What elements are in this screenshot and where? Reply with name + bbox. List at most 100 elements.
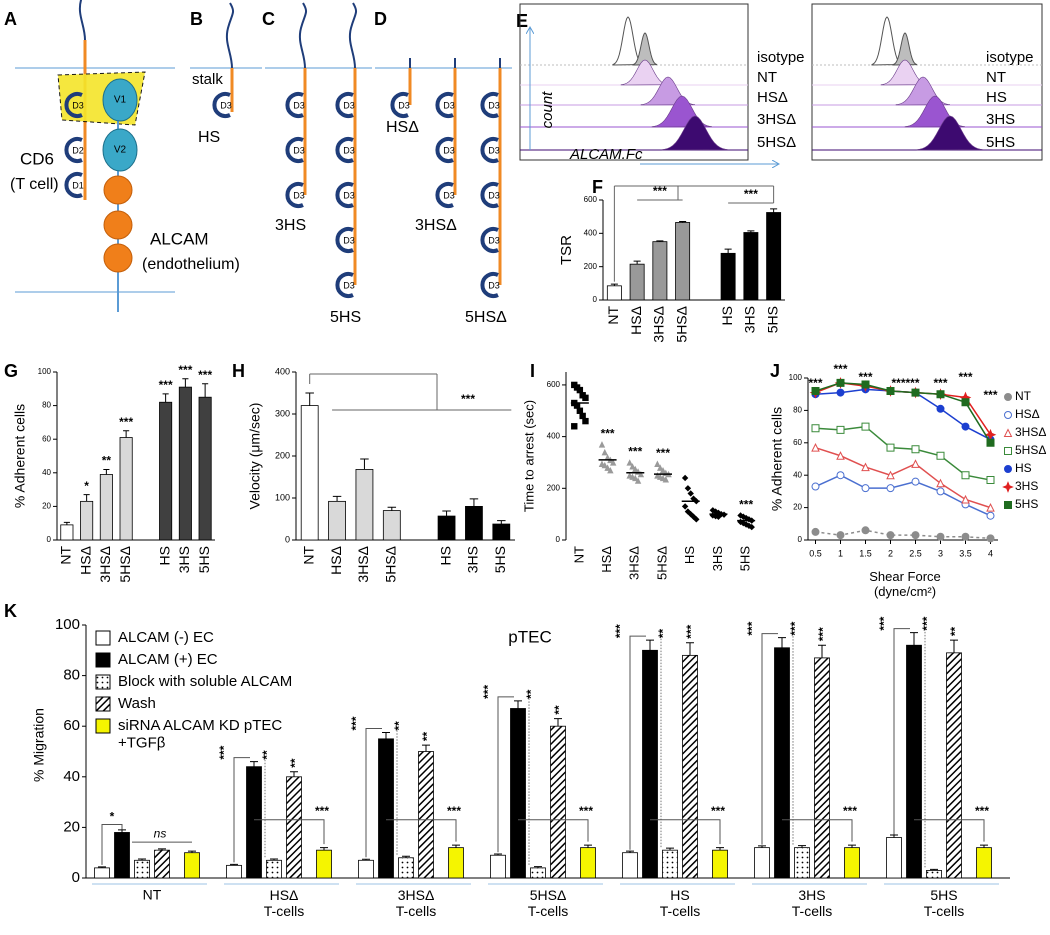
point xyxy=(861,484,870,493)
bar xyxy=(662,849,678,879)
error-bar xyxy=(83,494,90,502)
x-tick-label: HSΔ xyxy=(628,306,644,335)
panel-letter: K xyxy=(4,601,17,621)
point xyxy=(961,471,970,480)
error-bar xyxy=(98,866,106,868)
point xyxy=(886,443,895,452)
label: 5HS xyxy=(330,309,361,326)
bar xyxy=(198,396,212,541)
d3-domain xyxy=(480,182,499,208)
significance: *** xyxy=(628,445,642,459)
y-tick-label: 600 xyxy=(584,195,598,204)
bar xyxy=(844,847,860,879)
y-axis-label: % Migration xyxy=(31,708,47,782)
bracket xyxy=(782,819,853,842)
point xyxy=(573,402,581,409)
point xyxy=(582,394,589,402)
d3-domain xyxy=(285,92,304,118)
bar xyxy=(94,867,110,879)
error-bar xyxy=(584,844,592,848)
axis-label: ALCAM.Fc xyxy=(569,146,643,163)
point xyxy=(681,503,689,510)
y-tick-label: 100 xyxy=(38,367,52,376)
error-bar xyxy=(103,468,110,475)
y-tick-label: 20 xyxy=(63,818,80,835)
bar xyxy=(178,386,192,541)
x-tick-label: 3HS xyxy=(465,546,481,573)
y-tick-label: 20 xyxy=(793,503,802,512)
error-bar xyxy=(305,392,314,406)
y-tick-label: 200 xyxy=(547,483,561,492)
x-tick-label: 5HSΔ xyxy=(383,546,399,583)
legend-label: 3HSΔ xyxy=(1015,425,1046,439)
bar xyxy=(159,401,173,541)
point xyxy=(657,464,664,471)
bar xyxy=(510,708,526,879)
significance: *** xyxy=(198,368,212,382)
significance: *** xyxy=(461,392,475,406)
bar xyxy=(99,474,113,541)
panel-letter: G xyxy=(4,361,18,381)
x-tick-label: HSΔ T-cells xyxy=(264,887,304,919)
error-bar xyxy=(686,642,694,656)
legend-label: 5HSΔ xyxy=(1015,443,1046,457)
x-tick-label: 0.5 xyxy=(809,548,822,558)
domain-label: D2 xyxy=(72,145,84,155)
significance: *** xyxy=(739,498,753,512)
histogram-label: isotype xyxy=(757,49,805,66)
error-bar xyxy=(360,458,369,470)
point xyxy=(811,424,820,433)
bar xyxy=(226,864,242,879)
d3-domain xyxy=(480,227,499,253)
error-bar xyxy=(250,761,258,767)
significance: *** xyxy=(933,376,947,390)
significance: *** xyxy=(684,624,698,638)
significance: *** xyxy=(159,378,173,392)
legend-swatch xyxy=(95,630,111,646)
error-bar xyxy=(162,393,169,403)
significance: *** xyxy=(349,716,363,730)
histogram-label: NT xyxy=(986,69,1006,86)
significance: *** xyxy=(217,745,231,759)
domain-label: D3 xyxy=(343,280,355,290)
label: (endothelium) xyxy=(142,256,240,273)
point xyxy=(1004,501,1012,509)
legend-label: Wash xyxy=(118,695,156,712)
point xyxy=(604,454,611,461)
significance: *** xyxy=(315,804,329,818)
bar xyxy=(652,241,668,301)
domain-label: D3 xyxy=(488,190,500,200)
error-bar xyxy=(656,240,664,242)
x-tick-label: 3HS xyxy=(742,306,758,333)
d3-domain xyxy=(335,227,354,253)
y-tick-label: 300 xyxy=(275,408,290,418)
ig-domain xyxy=(103,175,133,205)
point xyxy=(886,386,895,395)
x-tick-label: NT xyxy=(58,546,74,565)
error-bar xyxy=(646,639,654,651)
error-bar xyxy=(422,744,430,752)
x-tick-label: 5HS T-cells xyxy=(924,887,964,919)
point xyxy=(684,485,692,492)
domain-label: D3 xyxy=(220,100,232,110)
bar xyxy=(926,870,942,879)
point xyxy=(911,477,920,486)
bracket xyxy=(233,757,250,863)
point xyxy=(861,380,870,389)
panel-letter: A xyxy=(4,9,17,29)
significance: ** xyxy=(260,750,274,760)
error-bar xyxy=(63,521,70,525)
label: 5HSΔ xyxy=(465,309,507,326)
significance: *** xyxy=(808,376,822,390)
point xyxy=(687,510,694,518)
significance: *** xyxy=(920,616,934,630)
bar xyxy=(80,500,94,541)
bar xyxy=(794,847,810,879)
histogram-frame xyxy=(519,3,749,161)
y-axis-label: % Adherent cells xyxy=(12,404,28,508)
y-axis-label: % Adherent cells xyxy=(769,407,785,511)
point xyxy=(886,470,895,480)
bar xyxy=(629,263,645,301)
bar xyxy=(316,849,332,879)
significance: *** xyxy=(656,446,670,460)
